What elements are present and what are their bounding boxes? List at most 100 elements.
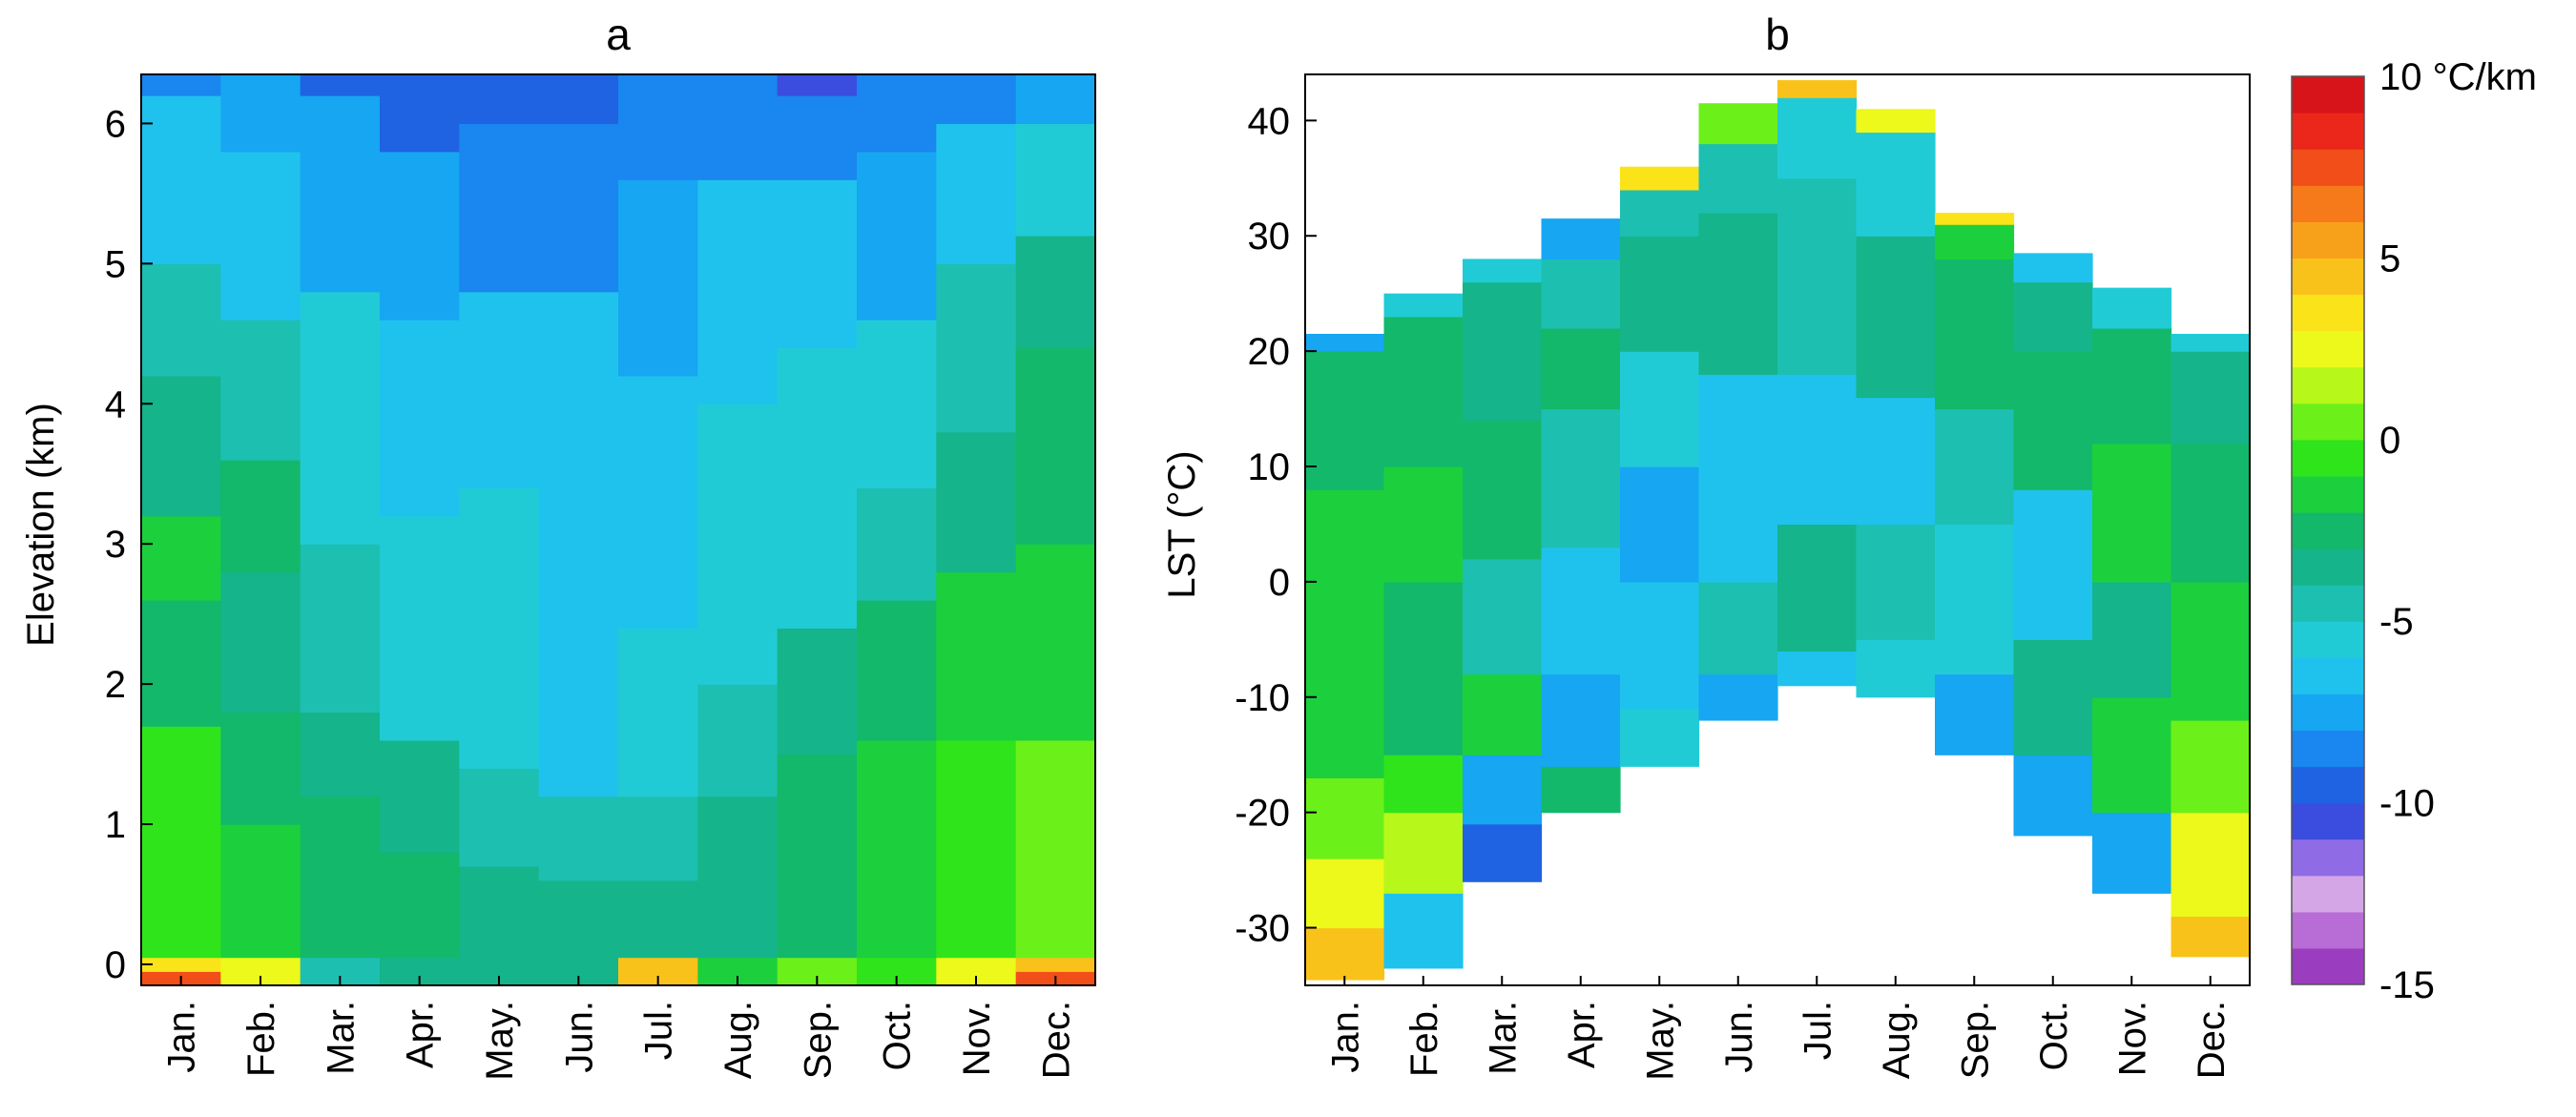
heatmap-cell	[936, 739, 1017, 959]
heatmap-cell	[1541, 327, 1621, 410]
heatmap-cell	[1463, 755, 1543, 825]
heatmap-cell	[380, 320, 460, 517]
heatmap-cell	[538, 123, 619, 293]
heatmap-cell	[1463, 259, 1543, 283]
heatmap-cell	[380, 852, 460, 959]
heatmap-cell	[538, 291, 619, 489]
y-tick-label: -10	[1235, 677, 1290, 719]
colorbar-swatch	[2292, 475, 2364, 513]
heatmap-cell	[777, 74, 858, 96]
y-tick-label: 0	[1269, 562, 1290, 604]
heatmap-cell	[618, 879, 698, 959]
colorbar-swatch	[2292, 511, 2364, 549]
y-tick-label: 3	[105, 524, 126, 566]
heatmap-cell	[1305, 858, 1385, 929]
heatmap-cell	[141, 599, 221, 727]
heatmap-cell	[1015, 739, 1096, 959]
panel-title: a	[606, 10, 631, 59]
y-tick-label: -30	[1235, 908, 1290, 950]
heatmap-cell	[1620, 351, 1700, 467]
heatmap-cell	[1935, 408, 2015, 526]
x-tick-label: Feb.	[240, 1001, 282, 1077]
heatmap-cell	[1620, 581, 1700, 710]
heatmap-cell	[936, 263, 1017, 433]
heatmap-cell	[2171, 812, 2251, 918]
colorbar-swatch	[2292, 149, 2364, 186]
colorbar-swatch	[2292, 258, 2364, 296]
heatmap-cell	[618, 74, 698, 180]
heatmap-cell	[1015, 957, 1096, 972]
colorbar-swatch	[2292, 221, 2364, 259]
heatmap-cell	[2171, 351, 2251, 445]
x-tick-label: Mar.	[320, 1001, 362, 1075]
x-tick-label: May.	[479, 1001, 521, 1081]
heatmap-cell	[1541, 547, 1621, 675]
heatmap-cell	[1698, 673, 1778, 721]
y-tick-label: 10	[1248, 446, 1291, 488]
x-tick-label: Jan.	[1324, 1001, 1366, 1073]
heatmap-cell	[1856, 109, 1936, 134]
heatmap-cell	[1935, 524, 2015, 675]
heatmap-cell	[1777, 80, 1858, 98]
y-axis-label: LST (°C)	[1161, 450, 1203, 598]
heatmap-cell	[1935, 673, 2015, 755]
y-tick-label: 1	[105, 804, 126, 846]
x-tick-label: Apr.	[1561, 1001, 1603, 1068]
heatmap-cell	[141, 375, 221, 517]
heatmap-cell	[300, 796, 381, 959]
heatmap-cell	[1541, 259, 1621, 329]
heatmap-cell	[141, 957, 221, 972]
heatmap-cell	[2092, 696, 2172, 814]
heatmap-cell	[1856, 236, 1936, 399]
heatmap-cell	[220, 151, 301, 321]
heatmap-cell	[1935, 213, 2015, 225]
heatmap-cell	[1383, 293, 1464, 318]
heatmap-cell	[2171, 333, 2251, 352]
x-tick-label: Oct.	[877, 1001, 919, 1070]
heatmap-cell	[538, 879, 619, 959]
heatmap-cell	[220, 571, 301, 714]
heatmap-cell	[220, 320, 301, 461]
heatmap-cell	[697, 74, 779, 180]
colorbar-swatch	[2292, 548, 2364, 586]
colorbar-swatch	[2292, 621, 2364, 658]
heatmap-cell	[777, 179, 858, 349]
heatmap-cell	[936, 123, 1017, 264]
heatmap-cell	[459, 768, 540, 867]
x-tick-label: Jun.	[1718, 1001, 1760, 1073]
x-tick-label: Aug.	[717, 1001, 759, 1079]
heatmap-cell	[697, 179, 779, 404]
colorbar-tick-label: -10	[2379, 783, 2435, 825]
heatmap-cell	[1463, 281, 1543, 422]
heatmap-cell	[1620, 708, 1700, 767]
colorbar-frame	[2291, 75, 2365, 985]
colorbar-swatch	[2292, 766, 2364, 804]
x-tick-label: Mar.	[1482, 1001, 1524, 1075]
x-tick-label: Jul.	[638, 1001, 680, 1060]
colorbar-tick-label: -15	[2379, 964, 2435, 1006]
heatmap-cell	[2171, 581, 2251, 721]
heatmap-cell	[300, 291, 381, 545]
heatmap-cell	[1698, 374, 1778, 583]
colorbar-tick-label: 10 °C/km	[2379, 56, 2537, 98]
y-axis-label: Elevation (km)	[20, 403, 62, 647]
x-tick-label: Aug.	[1876, 1001, 1918, 1079]
heatmap-cell	[538, 796, 619, 881]
heatmap-cell	[300, 712, 381, 797]
heatmap-cell	[1620, 189, 1700, 237]
heatmap-cell	[936, 74, 1017, 125]
heatmap-cell	[2092, 581, 2172, 698]
x-tick-label: Sep.	[1954, 1001, 1996, 1079]
heatmap-cell	[1015, 74, 1096, 125]
heatmap-cell	[1383, 893, 1464, 969]
colorbar-swatch	[2292, 113, 2364, 150]
heatmap-cell	[1777, 97, 1858, 179]
heatmap-cell	[141, 894, 221, 959]
heatmap-cell	[220, 74, 301, 153]
heatmap-cell	[1698, 143, 1778, 214]
x-tick-label: Dec.	[2191, 1001, 2233, 1079]
heatmap-cell	[618, 628, 698, 797]
heatmap-cell	[459, 866, 540, 959]
heatmap-cell	[697, 684, 779, 797]
